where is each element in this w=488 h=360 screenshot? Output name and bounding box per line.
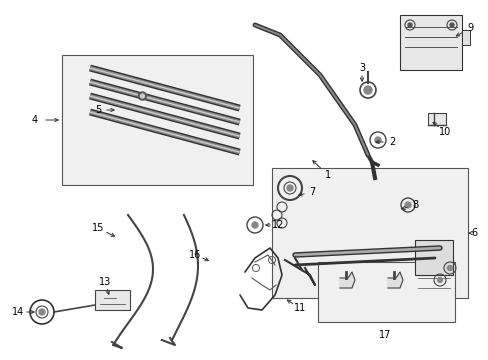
Circle shape <box>374 137 380 143</box>
Text: 9: 9 <box>466 23 472 33</box>
Circle shape <box>437 278 442 283</box>
Text: 3: 3 <box>358 63 365 73</box>
Bar <box>427 113 445 125</box>
Bar <box>414 240 452 275</box>
Text: 17: 17 <box>378 330 390 340</box>
Text: 2: 2 <box>388 137 394 147</box>
Text: 4: 4 <box>32 115 38 125</box>
Text: 6: 6 <box>470 228 476 238</box>
Bar <box>95 290 130 310</box>
Bar <box>62 55 252 185</box>
Circle shape <box>407 23 411 27</box>
Polygon shape <box>387 272 402 288</box>
Circle shape <box>447 265 451 270</box>
Circle shape <box>363 86 371 94</box>
Text: 11: 11 <box>293 303 305 313</box>
Circle shape <box>140 94 144 98</box>
Bar <box>461 30 469 45</box>
Text: 12: 12 <box>271 220 284 230</box>
Circle shape <box>449 23 453 27</box>
Bar <box>399 15 461 70</box>
Circle shape <box>286 185 292 191</box>
Text: 5: 5 <box>95 105 101 115</box>
Text: 10: 10 <box>438 127 450 137</box>
Text: 14: 14 <box>12 307 24 317</box>
Text: 15: 15 <box>92 223 104 233</box>
Bar <box>317 262 454 322</box>
Text: 16: 16 <box>188 250 201 260</box>
Text: 13: 13 <box>99 277 111 287</box>
Bar <box>271 168 467 298</box>
Circle shape <box>251 222 258 228</box>
Polygon shape <box>339 272 354 288</box>
Circle shape <box>404 202 410 208</box>
Text: 1: 1 <box>324 170 330 180</box>
Circle shape <box>138 92 146 100</box>
Text: 8: 8 <box>411 200 417 210</box>
Circle shape <box>39 309 45 315</box>
Text: 7: 7 <box>308 187 314 197</box>
